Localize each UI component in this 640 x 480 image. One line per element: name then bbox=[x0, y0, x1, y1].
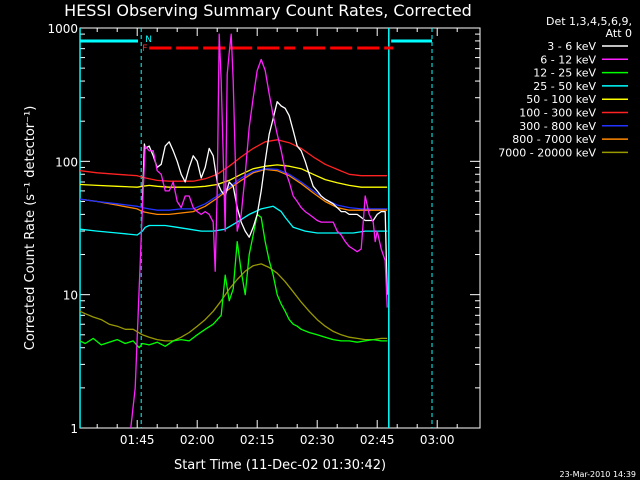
x-tick-label: 02:15 bbox=[240, 433, 275, 447]
y-tick-label: 100 bbox=[55, 155, 78, 169]
y-tick-label: 10 bbox=[63, 289, 78, 303]
series-line-7 bbox=[80, 168, 388, 211]
legend-header: Det 1,3,4,5,6,9, bbox=[546, 15, 632, 28]
y-axis-label: Corrected Count Rate (s⁻¹ detector⁻¹) bbox=[23, 106, 38, 351]
legend-label: 50 - 100 keV bbox=[526, 93, 596, 106]
legend-label: 800 - 7000 keV bbox=[512, 133, 596, 146]
x-tick-label: 02:45 bbox=[360, 433, 395, 447]
night-flag-label: N bbox=[145, 35, 152, 45]
legend-label: 300 - 800 keV bbox=[519, 120, 596, 133]
series-line-6 bbox=[80, 139, 388, 182]
series-line-9 bbox=[80, 263, 388, 342]
footer-timestamp: 23-Mar-2010 14:39 bbox=[560, 470, 637, 479]
chart-title: HESSI Observing Summary Count Rates, Cor… bbox=[64, 1, 472, 20]
series-line-3 bbox=[80, 213, 388, 349]
x-tick-label: 01:45 bbox=[120, 433, 155, 447]
x-axis-label: Start Time (11-Dec-02 01:30:42) bbox=[174, 458, 386, 473]
series-line-2 bbox=[130, 33, 388, 428]
series-lines bbox=[80, 33, 388, 428]
y-tick-label: 1 bbox=[70, 422, 78, 436]
x-tick-label: 03:00 bbox=[420, 433, 455, 447]
legend-label: 6 - 12 keV bbox=[540, 53, 596, 66]
plot-axes: 01:45 02:00 02:15 02:30 02:45 03:00 1 10 100 1000 bbox=[47, 22, 481, 447]
x-tick-label: 02:00 bbox=[180, 433, 215, 447]
plot-frame bbox=[79, 27, 481, 429]
series-line-1 bbox=[141, 101, 388, 295]
flare-flag-label: F bbox=[142, 44, 147, 54]
legend-header: Att 0 bbox=[606, 27, 632, 40]
legend-label: 3 - 6 keV bbox=[547, 40, 596, 53]
legend-label: 7000 - 20000 keV bbox=[498, 146, 596, 159]
legend-label: 100 - 300 keV bbox=[519, 107, 596, 120]
y-tick-label: 1000 bbox=[47, 22, 78, 36]
flag-bars: NF bbox=[80, 28, 433, 428]
legend-label: 25 - 50 keV bbox=[533, 80, 596, 93]
x-tick-label: 02:30 bbox=[300, 433, 335, 447]
legend-label: 12 - 25 keV bbox=[533, 67, 596, 80]
